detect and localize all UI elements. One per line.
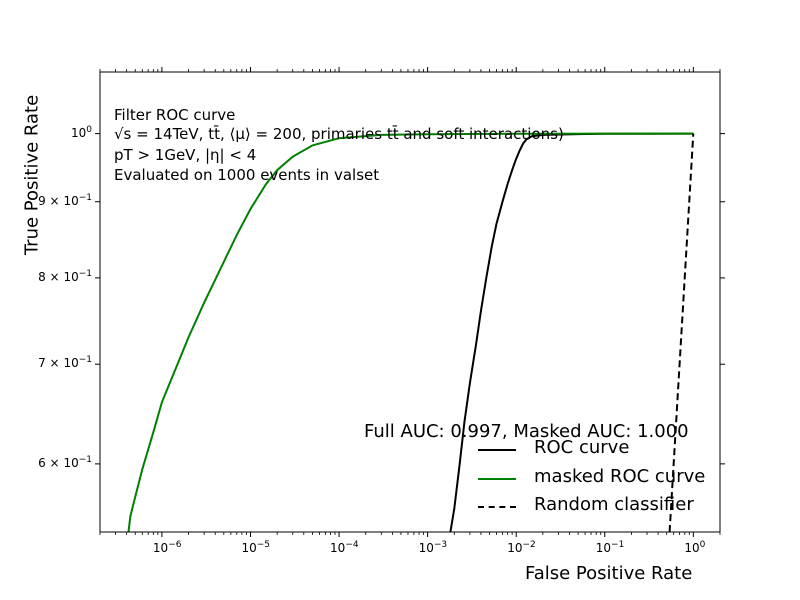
x-tick-label: 10−6 <box>152 540 182 555</box>
y-tick-label: 7 × 10−1 <box>38 355 92 371</box>
x-tick-label: 10−1 <box>595 540 625 555</box>
legend-swatch-random <box>478 506 516 508</box>
legend-swatch-masked <box>478 478 516 480</box>
x-tick-label: 10−5 <box>241 540 271 555</box>
y-tick-label: 6 × 10−1 <box>38 454 92 470</box>
x-tick-label: 10−4 <box>330 540 359 555</box>
x-tick-label: 100 <box>684 540 706 555</box>
auc-text: Full AUC: 0.997, Masked AUC: 1.000 <box>364 421 689 442</box>
annotation-cuts: pT > 1GeV, |η| < 4 <box>114 146 257 164</box>
y-tick-label: 9 × 10−1 <box>38 192 92 208</box>
legend-label-roc: ROC curve <box>534 437 630 458</box>
annotation-events: Evaluated on 1000 events in valset <box>114 166 380 184</box>
y-tick-label: 8 × 10−1 <box>38 268 92 284</box>
plot-frame <box>99 71 721 533</box>
x-tick-label: 10−3 <box>418 540 448 555</box>
annotation-energy: √s = 14TeV, tt̄, ⟨μ⟩ = 200, primaries tt… <box>114 125 564 143</box>
legend-label-masked: masked ROC curve <box>534 466 706 487</box>
legend-swatch-roc <box>478 449 516 451</box>
series-line-masked <box>127 132 694 532</box>
y-tick-label: 100 <box>70 124 92 140</box>
y-axis-label: True Positive Rate <box>21 94 43 256</box>
annotation-title: Filter ROC curve <box>114 106 236 124</box>
x-tick-label: 10−2 <box>507 540 536 555</box>
legend-label-random: Random classifier <box>534 494 694 515</box>
series-line-random <box>668 133 695 532</box>
x-axis-label: False Positive Rate <box>525 563 693 584</box>
